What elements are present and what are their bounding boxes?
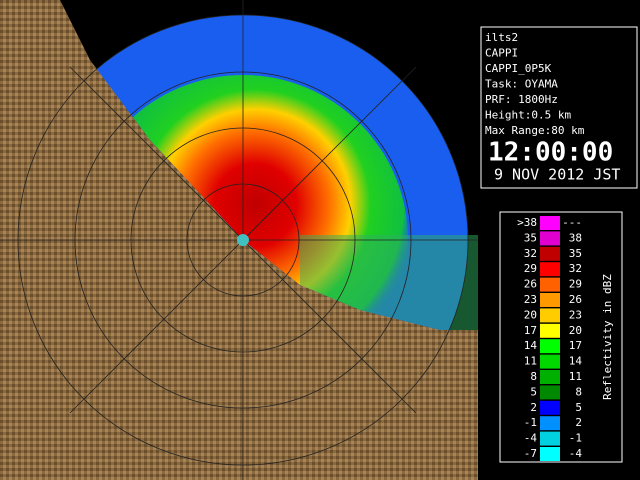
date: 9 NOV 2012 JST	[494, 166, 620, 184]
legend-low: 11	[524, 355, 537, 368]
info-box	[480, 26, 638, 189]
legend-swatch	[540, 370, 560, 384]
legend-low: -4	[524, 432, 538, 445]
legend-swatch	[540, 323, 560, 338]
legend-swatch	[540, 246, 560, 261]
legend-low: 14	[524, 339, 538, 352]
legend-high: -4	[569, 447, 583, 460]
legend-swatch	[540, 308, 560, 323]
legend-high: 29	[569, 278, 582, 291]
legend-high: 20	[569, 324, 582, 337]
info-line: Task: OYAMA	[485, 78, 558, 91]
legend-high: 26	[569, 293, 582, 306]
legend-high: -1	[569, 432, 582, 445]
legend-high: 17	[569, 339, 582, 352]
legend-high: 2	[575, 416, 582, 429]
time: 12:00:00	[488, 138, 613, 168]
legend-swatch	[540, 385, 560, 400]
legend-swatch	[540, 400, 560, 415]
legend-high: 32	[569, 262, 582, 275]
legend-swatch	[540, 431, 560, 446]
legend-swatch	[540, 293, 560, 307]
legend-box	[499, 211, 623, 463]
legend-low: 17	[524, 324, 537, 337]
legend-high: 5	[575, 401, 582, 414]
legend-low: 5	[530, 385, 537, 398]
legend-high: 38	[569, 231, 582, 244]
legend-low: >38	[517, 216, 537, 229]
legend-low: 29	[524, 262, 537, 275]
legend-high: 23	[569, 308, 582, 321]
legend-swatch	[540, 231, 560, 246]
legend-title: Reflectivity in dBZ	[601, 274, 614, 400]
info-line: PRF: 1800Hz	[485, 93, 558, 106]
legend-swatch	[540, 277, 560, 292]
legend-high: 35	[569, 247, 582, 260]
legend-low: 26	[524, 278, 537, 291]
legend-low: 20	[524, 308, 537, 321]
legend-swatch	[540, 216, 560, 230]
legend-low: 35	[524, 231, 537, 244]
legend-low: 8	[530, 370, 537, 383]
info-line: Max Range:80 km	[485, 124, 585, 137]
legend-low: 32	[524, 247, 537, 260]
legend-low: 23	[524, 293, 537, 306]
legend-high: 11	[569, 370, 582, 383]
info-line: CAPPI	[485, 47, 518, 60]
legend-swatch	[540, 354, 560, 369]
legend-swatch	[540, 262, 560, 277]
legend-high: 14	[569, 355, 583, 368]
radar-map	[0, 0, 478, 480]
info-line: ilts2	[485, 31, 518, 44]
radar-site	[237, 234, 249, 246]
info-line: Height:0.5 km	[485, 109, 571, 122]
legend: >38 --- 35 38 32 35 29 32 26 29 23 26 20 23 17 20 14 17 11…	[517, 216, 582, 461]
legend-low: -7	[524, 447, 537, 460]
legend-swatch	[540, 447, 560, 461]
info-line: CAPPI_0P5K	[485, 62, 552, 75]
legend-low: -1	[524, 416, 537, 429]
legend-high: 8	[575, 385, 582, 398]
legend-high: ---	[562, 216, 582, 229]
legend-swatch	[540, 339, 560, 354]
legend-swatch	[540, 416, 560, 431]
legend-low: 2	[530, 401, 537, 414]
info-lines: ilts2 CAPPI CAPPI_0P5K Task: OYAMA PRF: 1800…	[485, 31, 585, 137]
